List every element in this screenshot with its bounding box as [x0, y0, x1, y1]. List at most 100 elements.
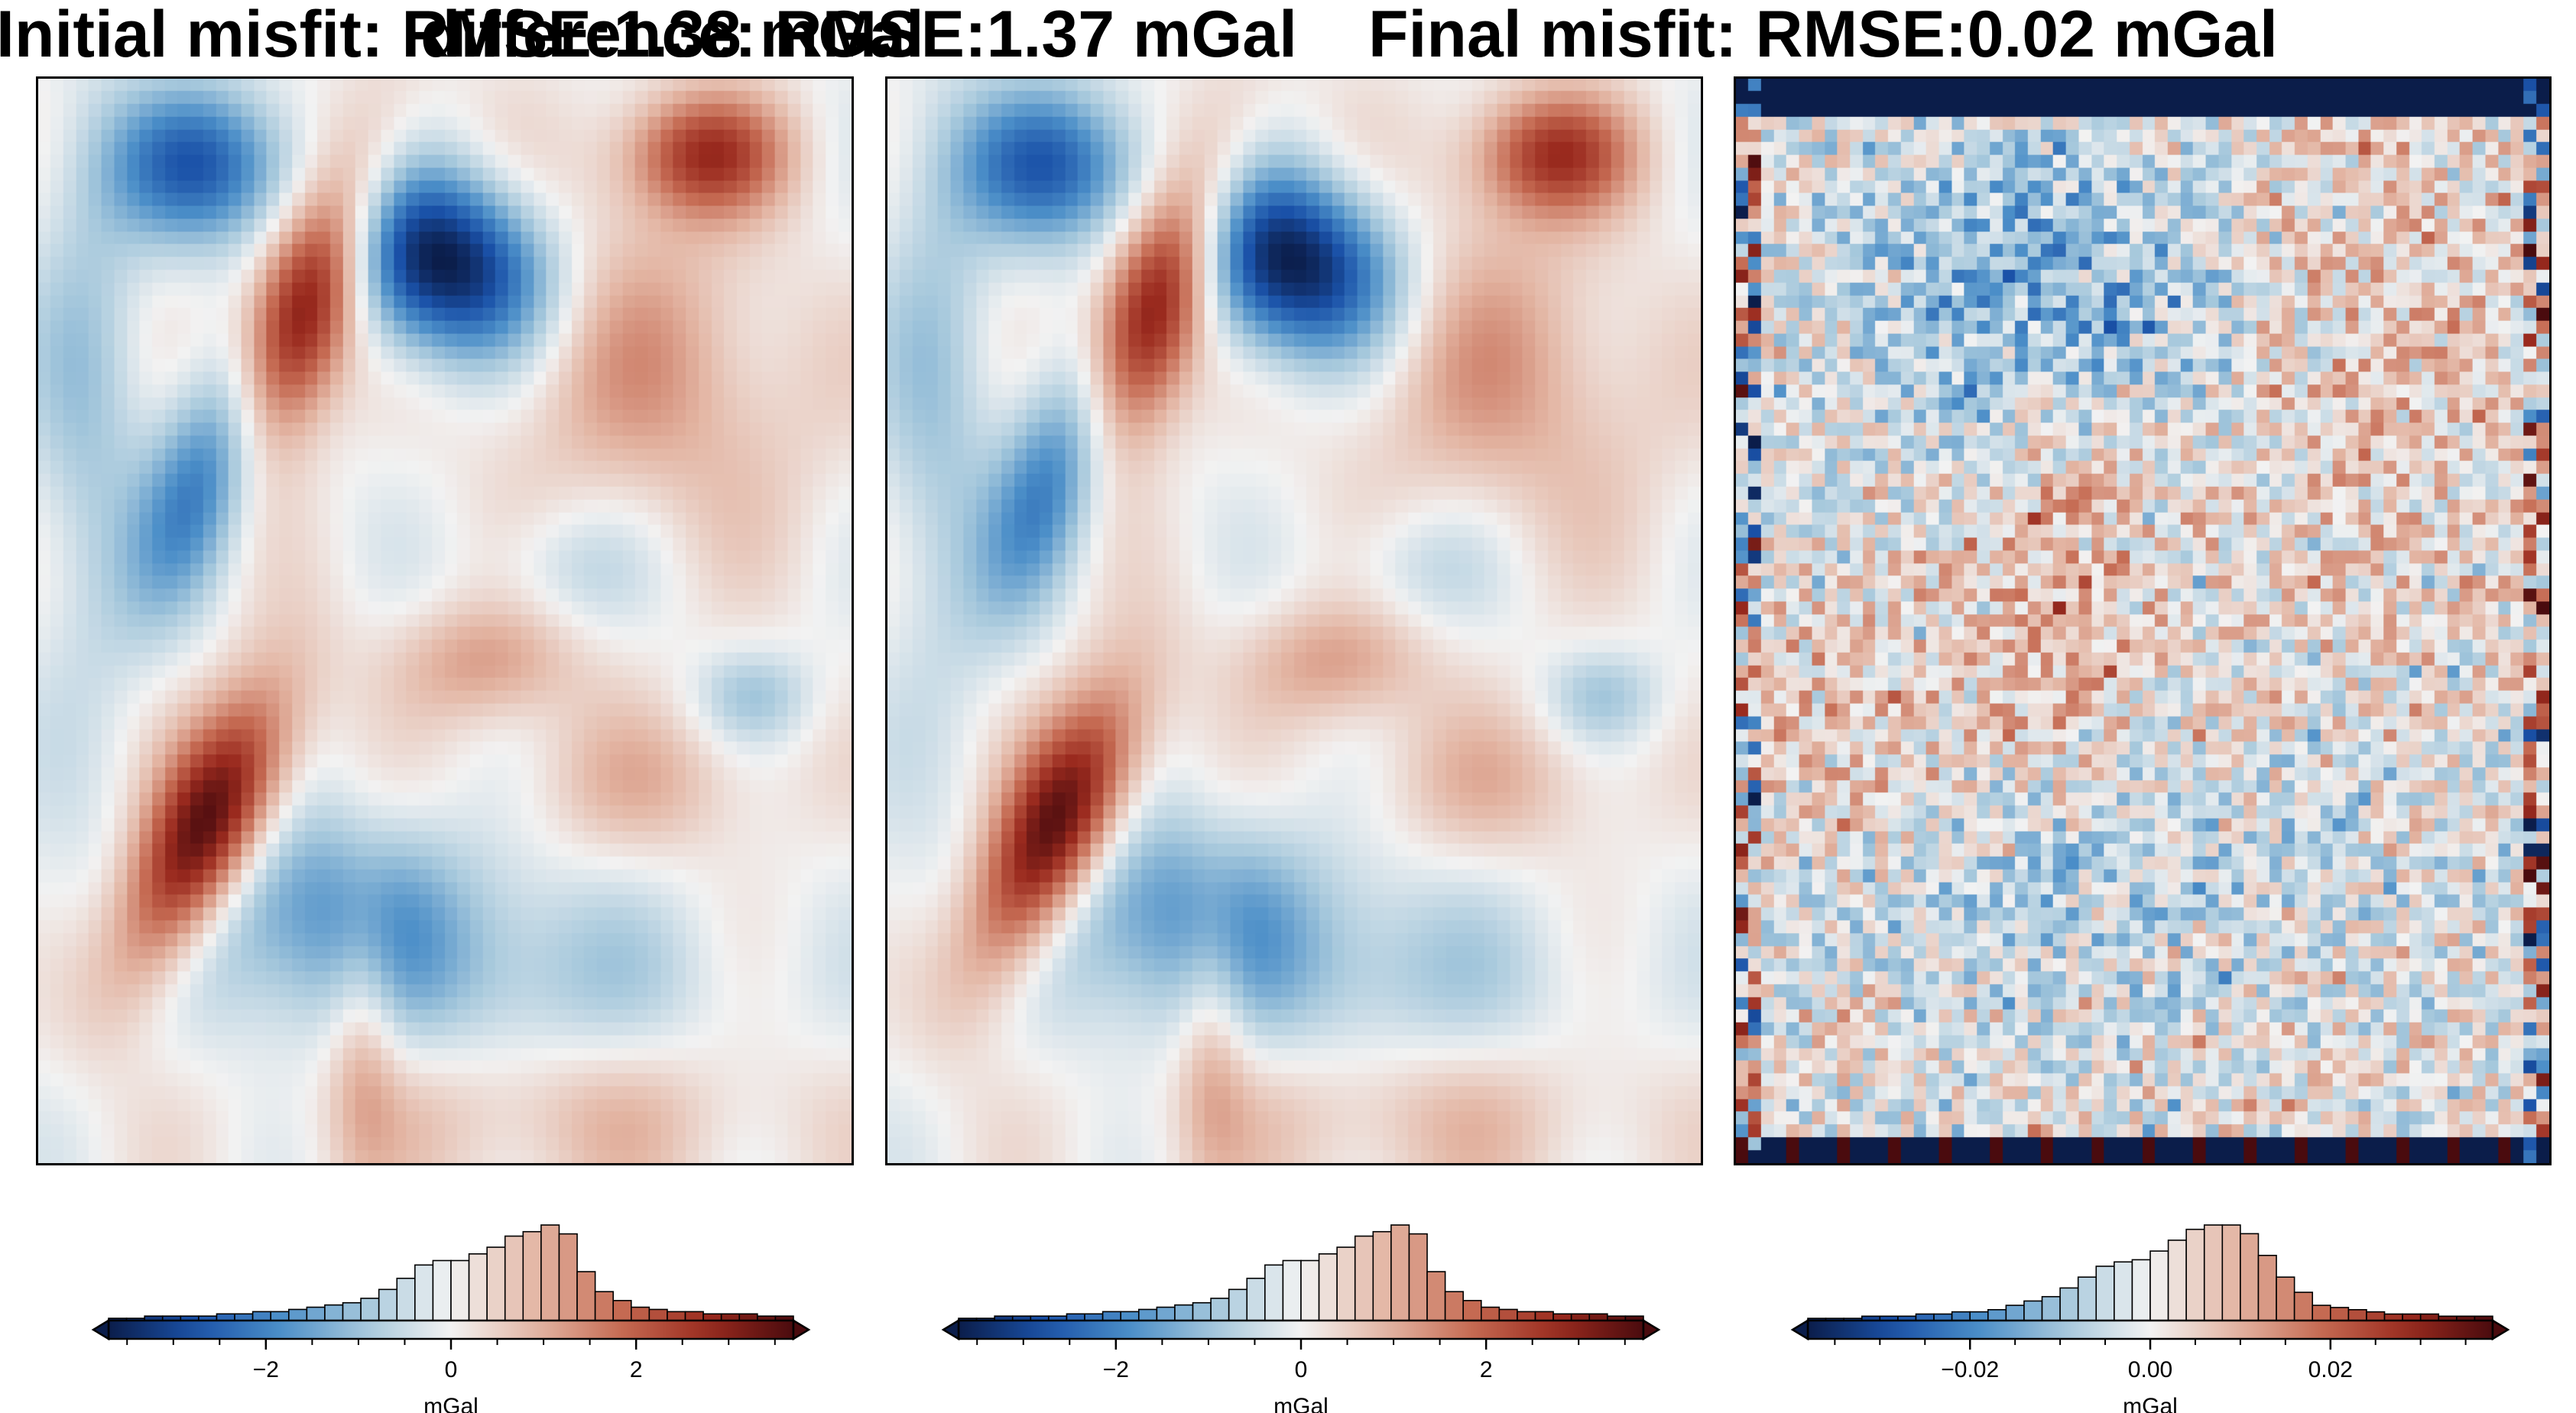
histogram-bar	[1264, 1264, 1284, 1321]
heatmap-difference	[885, 76, 1703, 1165]
histogram-bar	[2149, 1250, 2169, 1321]
histogram-bar	[1156, 1306, 1176, 1321]
histogram-bar	[2005, 1304, 2025, 1321]
histogram-bar	[1066, 1313, 1085, 1321]
histogram-bar	[2419, 1313, 2440, 1321]
histogram-bar	[1318, 1253, 1338, 1321]
histogram-bar	[2312, 1304, 2331, 1321]
histogram-bar	[360, 1298, 380, 1321]
histogram-bar	[2276, 1276, 2295, 1321]
histogram-bar	[504, 1235, 524, 1321]
histogram-bar	[2347, 1308, 2367, 1321]
histogram-bar	[2167, 1240, 2187, 1321]
colorbar-tick-label: −0.02	[1941, 1357, 1999, 1382]
histogram-bar	[486, 1246, 506, 1321]
histogram-bar	[2329, 1307, 2350, 1321]
histogram-bar	[2402, 1313, 2422, 1321]
histogram-bar	[287, 1308, 308, 1321]
panel-title-difference: difference: RMSE:1.37 mGal	[420, 0, 1298, 71]
histogram-bar	[648, 1308, 668, 1321]
heatmap-final-misfit	[1734, 76, 2552, 1165]
histogram-bar	[1210, 1298, 1230, 1321]
colorbar-tick-label: 0.02	[2308, 1357, 2353, 1382]
histogram-bar	[2114, 1261, 2133, 1321]
histogram-bar	[1354, 1235, 1374, 1321]
histogram-bar	[396, 1277, 416, 1321]
histogram-bar	[1408, 1233, 1428, 1321]
histogram-bar	[234, 1313, 254, 1321]
histogram-bar	[1426, 1271, 1446, 1321]
colorbar-difference: −2 0 2 mGal	[941, 1224, 1661, 1413]
histogram-bar	[2221, 1224, 2241, 1321]
colorbar-extend-low	[1790, 1318, 1809, 1341]
histogram-bar	[216, 1313, 235, 1321]
heatmap-initial-misfit	[36, 76, 854, 1165]
histogram-bar	[2059, 1287, 2079, 1321]
histogram-bar	[1137, 1308, 1158, 1321]
histogram-bar	[2131, 1259, 2151, 1321]
histogram-bar	[667, 1311, 686, 1321]
colorbar-gradient	[107, 1319, 795, 1340]
histogram-bar	[1480, 1306, 1501, 1321]
histogram-bar	[2383, 1313, 2403, 1321]
histogram-bar	[558, 1233, 578, 1321]
histogram-bar	[2293, 1291, 2314, 1321]
colorbar-unit-label: mGal	[2123, 1394, 2178, 1413]
histogram-bar	[2077, 1276, 2097, 1321]
histogram-bar	[450, 1259, 470, 1321]
histogram-bar	[612, 1300, 632, 1321]
histogram-bar	[1390, 1224, 1410, 1321]
colorbar-extend-low	[91, 1318, 110, 1341]
histogram-bar	[522, 1230, 542, 1321]
histogram-bar	[1570, 1313, 1591, 1321]
histogram-bar	[630, 1306, 650, 1321]
colorbar-gradient	[957, 1319, 1645, 1340]
histogram-bar	[1915, 1313, 1935, 1321]
histogram-bar	[1951, 1311, 1971, 1321]
histogram-bar	[432, 1259, 452, 1321]
histogram-bar	[1444, 1291, 1465, 1321]
histogram-bar	[1192, 1301, 1212, 1321]
colorbar-tick-label: 2	[630, 1357, 643, 1382]
histogram-bar	[2023, 1300, 2043, 1321]
colorbar-gradient	[1806, 1319, 2494, 1340]
histogram-bar	[1174, 1304, 1194, 1321]
histogram-bar	[2203, 1224, 2224, 1321]
histogram-bar	[1969, 1311, 1989, 1321]
histogram-bar	[1588, 1313, 1608, 1321]
histogram-bar	[1462, 1300, 1482, 1321]
histogram-bar	[684, 1311, 704, 1321]
colorbar-unit-label: mGal	[423, 1394, 479, 1413]
histogram-bar	[1084, 1313, 1104, 1321]
histogram-bar	[270, 1311, 290, 1321]
histogram-bar	[576, 1271, 596, 1321]
histogram-bar	[1101, 1311, 1122, 1321]
histogram-bar	[1246, 1277, 1266, 1321]
histogram-bar	[2095, 1266, 2115, 1321]
colorbar-extend-high	[792, 1318, 811, 1341]
histogram-bar	[1282, 1259, 1302, 1321]
colorbar-extend-high	[1642, 1318, 1661, 1341]
histogram-bar	[1498, 1308, 1518, 1321]
histogram-bar	[720, 1313, 741, 1321]
histogram-bar	[540, 1224, 560, 1321]
histogram-bar	[1372, 1230, 1392, 1321]
colorbar-final-misfit: −0.02 0.00 0.02 mGal	[1790, 1224, 2510, 1413]
colorbar-tick-label: 0	[445, 1357, 458, 1382]
histogram-bar	[1517, 1311, 1536, 1321]
histogram-bar	[342, 1301, 362, 1321]
colorbar-initial-misfit: −2 0 2 mGal	[91, 1224, 811, 1413]
histogram-bar	[2240, 1233, 2260, 1321]
panel-title-initial-misfit: Initial misfit: RMSE:1.38 mGal	[0, 0, 924, 71]
histogram-bar	[594, 1291, 615, 1321]
histogram-bar	[1228, 1288, 1248, 1321]
colorbar-tick-label: 2	[1480, 1357, 1493, 1382]
histogram-bar	[702, 1313, 722, 1321]
histogram-bar	[1336, 1246, 1356, 1321]
colorbar-tick-label: −2	[253, 1357, 279, 1382]
histogram-bar	[1987, 1308, 2007, 1321]
histogram-bar	[2257, 1254, 2277, 1321]
histogram-bar	[2041, 1295, 2061, 1321]
histogram-bar	[1120, 1311, 1140, 1321]
histogram-bar	[1300, 1259, 1320, 1321]
